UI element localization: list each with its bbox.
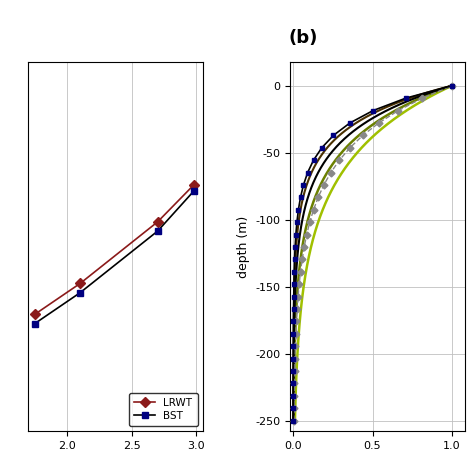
Line: BST: BST [31,188,197,327]
Legend: LRWT, BST: LRWT, BST [129,392,198,426]
LRWT [32,311,38,317]
LRWT [77,281,83,286]
Line: LRWT: LRWT [31,182,197,318]
Text: (b): (b) [289,28,318,46]
Y-axis label: depth (m): depth (m) [237,215,250,278]
LRWT [191,182,197,188]
BST [77,290,83,296]
BST [32,321,38,327]
BST [155,228,161,234]
LRWT [155,219,161,225]
BST [191,188,197,194]
